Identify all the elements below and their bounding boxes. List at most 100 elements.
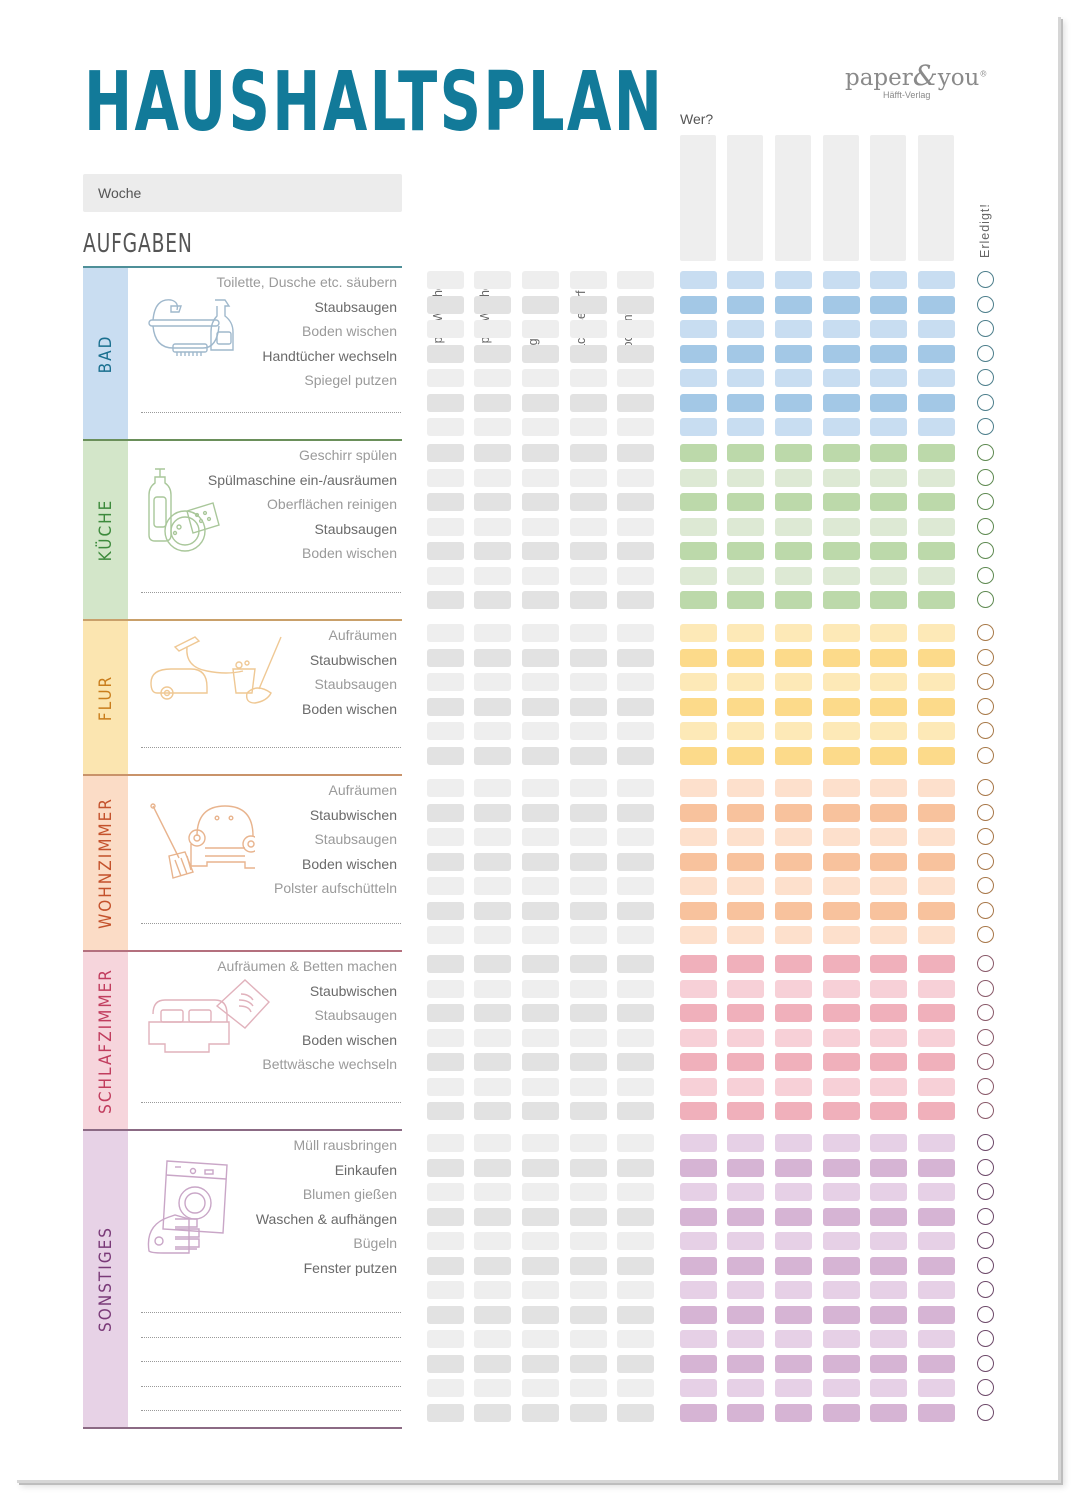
frequency-checkbox[interactable] xyxy=(427,517,464,536)
assignee-cell[interactable] xyxy=(918,1207,955,1226)
frequency-checkbox[interactable] xyxy=(570,418,607,436)
assignee-cell[interactable] xyxy=(775,542,812,560)
assignee-cell[interactable] xyxy=(680,697,717,716)
assignee-cell[interactable] xyxy=(870,369,907,387)
frequency-checkbox[interactable] xyxy=(570,271,607,289)
assignee-cell[interactable] xyxy=(680,828,717,846)
assignee-cell[interactable] xyxy=(823,591,860,609)
frequency-checkbox[interactable] xyxy=(522,517,559,536)
frequency-checkbox[interactable] xyxy=(427,493,464,511)
frequency-checkbox[interactable] xyxy=(427,1183,464,1201)
done-checkbox-circle[interactable] xyxy=(977,624,994,641)
assignee-cell[interactable] xyxy=(870,648,907,667)
assignee-cell[interactable] xyxy=(680,955,717,973)
assignee-cell[interactable] xyxy=(918,344,955,363)
assignee-cell[interactable] xyxy=(775,1232,812,1250)
assignee-cell[interactable] xyxy=(727,673,764,691)
frequency-checkbox[interactable] xyxy=(617,1004,654,1022)
frequency-checkbox[interactable] xyxy=(522,1004,559,1022)
assignee-cell[interactable] xyxy=(823,979,860,998)
assignee-cell[interactable] xyxy=(823,648,860,667)
frequency-checkbox[interactable] xyxy=(617,746,654,765)
frequency-checkbox[interactable] xyxy=(427,1281,464,1299)
assignee-cell[interactable] xyxy=(680,271,717,289)
assignee-cell[interactable] xyxy=(680,746,717,765)
assignee-cell[interactable] xyxy=(727,517,764,536)
assignee-cell[interactable] xyxy=(680,901,717,920)
frequency-checkbox[interactable] xyxy=(570,591,607,609)
frequency-checkbox[interactable] xyxy=(474,877,511,895)
frequency-checkbox[interactable] xyxy=(617,877,654,895)
frequency-checkbox[interactable] xyxy=(522,566,559,585)
assignee-cell[interactable] xyxy=(680,393,717,412)
done-checkbox-circle[interactable] xyxy=(977,591,994,608)
frequency-checkbox[interactable] xyxy=(427,591,464,609)
frequency-checkbox[interactable] xyxy=(427,1232,464,1250)
assignee-cell[interactable] xyxy=(823,344,860,363)
assignee-cell[interactable] xyxy=(775,271,812,289)
assignee-cell[interactable] xyxy=(727,1102,764,1120)
frequency-checkbox[interactable] xyxy=(522,979,559,998)
assignee-cell[interactable] xyxy=(775,1004,812,1022)
person-name-field[interactable] xyxy=(680,135,716,261)
assignee-cell[interactable] xyxy=(680,648,717,667)
frequency-checkbox[interactable] xyxy=(474,828,511,846)
frequency-checkbox[interactable] xyxy=(474,295,511,314)
assignee-cell[interactable] xyxy=(870,591,907,609)
frequency-checkbox[interactable] xyxy=(522,344,559,363)
frequency-checkbox[interactable] xyxy=(617,1028,654,1047)
frequency-checkbox[interactable] xyxy=(617,1305,654,1324)
assignee-cell[interactable] xyxy=(870,852,907,871)
frequency-checkbox[interactable] xyxy=(427,295,464,314)
frequency-checkbox[interactable] xyxy=(474,697,511,716)
frequency-checkbox[interactable] xyxy=(617,1256,654,1275)
assignee-cell[interactable] xyxy=(870,1232,907,1250)
frequency-checkbox[interactable] xyxy=(522,624,559,642)
assignee-cell[interactable] xyxy=(727,828,764,846)
assignee-cell[interactable] xyxy=(870,1379,907,1397)
frequency-checkbox[interactable] xyxy=(522,1183,559,1201)
assignee-cell[interactable] xyxy=(680,542,717,560)
assignee-cell[interactable] xyxy=(823,271,860,289)
assignee-cell[interactable] xyxy=(870,1134,907,1152)
assignee-cell[interactable] xyxy=(775,1256,812,1275)
assignee-cell[interactable] xyxy=(823,1077,860,1096)
frequency-checkbox[interactable] xyxy=(570,979,607,998)
assignee-cell[interactable] xyxy=(870,901,907,920)
assignee-cell[interactable] xyxy=(775,418,812,436)
frequency-checkbox[interactable] xyxy=(570,1102,607,1120)
assignee-cell[interactable] xyxy=(775,803,812,822)
assignee-cell[interactable] xyxy=(918,1053,955,1071)
assignee-cell[interactable] xyxy=(823,493,860,511)
assignee-cell[interactable] xyxy=(870,271,907,289)
assignee-cell[interactable] xyxy=(680,926,717,944)
frequency-checkbox[interactable] xyxy=(617,648,654,667)
assignee-cell[interactable] xyxy=(918,517,955,536)
frequency-checkbox[interactable] xyxy=(474,1102,511,1120)
assignee-cell[interactable] xyxy=(870,344,907,363)
frequency-checkbox[interactable] xyxy=(522,271,559,289)
assignee-cell[interactable] xyxy=(727,493,764,511)
assignee-cell[interactable] xyxy=(775,295,812,314)
frequency-checkbox[interactable] xyxy=(427,955,464,973)
assignee-cell[interactable] xyxy=(680,344,717,363)
assignee-cell[interactable] xyxy=(775,673,812,691)
frequency-checkbox[interactable] xyxy=(617,828,654,846)
assignee-cell[interactable] xyxy=(823,673,860,691)
assignee-cell[interactable] xyxy=(918,566,955,585)
assignee-cell[interactable] xyxy=(918,722,955,740)
frequency-checkbox[interactable] xyxy=(474,444,511,462)
frequency-checkbox[interactable] xyxy=(570,517,607,536)
done-checkbox-circle[interactable] xyxy=(977,697,994,715)
assignee-cell[interactable] xyxy=(727,271,764,289)
done-checkbox-circle[interactable] xyxy=(977,1134,994,1151)
done-checkbox-circle[interactable] xyxy=(977,877,994,894)
frequency-checkbox[interactable] xyxy=(427,393,464,412)
frequency-checkbox[interactable] xyxy=(617,1403,654,1422)
frequency-checkbox[interactable] xyxy=(570,493,607,511)
frequency-checkbox[interactable] xyxy=(522,591,559,609)
assignee-cell[interactable] xyxy=(727,1053,764,1071)
assignee-cell[interactable] xyxy=(775,722,812,740)
frequency-checkbox[interactable] xyxy=(522,1028,559,1047)
assignee-cell[interactable] xyxy=(918,1403,955,1422)
